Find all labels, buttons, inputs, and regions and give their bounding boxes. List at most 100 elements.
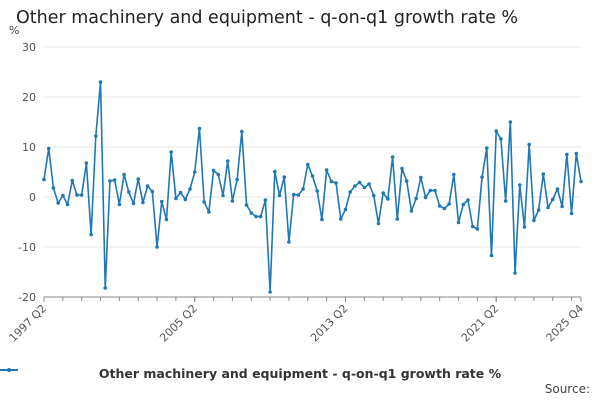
data-point [287, 240, 291, 244]
data-point [503, 199, 508, 203]
data-point [409, 209, 414, 213]
data-point [541, 172, 546, 176]
data-point [390, 155, 395, 159]
x-tick-label: 2025 Q4 [544, 302, 587, 345]
data-point [565, 152, 569, 157]
data-point [560, 204, 564, 209]
data-point [145, 184, 150, 188]
data-point [159, 199, 164, 204]
data-point [235, 177, 239, 182]
x-tick-label: 2005 Q2 [157, 302, 200, 345]
data-point [202, 200, 206, 204]
legend[interactable]: Other machinery and equipment - q-on-q1 … [0, 366, 600, 381]
y-tick-label: 30 [22, 41, 36, 54]
data-point [70, 178, 75, 183]
data-point [112, 178, 117, 182]
data-point [108, 179, 112, 183]
data-point [452, 172, 456, 177]
data-point [470, 224, 475, 229]
data-point [428, 188, 433, 193]
x-tick-labels: 1997 Q2 2005 Q2 2013 Q2 2021 Q2 2025 Q4 [7, 302, 587, 345]
data-point [508, 120, 513, 124]
data-point [579, 179, 583, 184]
data-point [207, 210, 211, 214]
series-line [43, 81, 582, 293]
data-point [94, 134, 98, 138]
data-point [574, 151, 579, 156]
data-point [46, 146, 51, 151]
data-point [174, 196, 178, 201]
data-point [225, 159, 230, 163]
data-point [296, 193, 301, 197]
data-point [249, 211, 254, 215]
data-point [164, 217, 169, 222]
data-point [329, 179, 334, 184]
x-tick-label: 2021 Q2 [459, 302, 502, 345]
legend-label: Other machinery and equipment - q-on-q1 … [98, 366, 502, 381]
data-point [371, 193, 376, 198]
data-point [513, 271, 517, 275]
x-tick-label: 2013 Q2 [308, 302, 351, 345]
data-point [197, 126, 202, 131]
data-point [42, 177, 46, 182]
data-point [131, 201, 136, 206]
data-point [400, 166, 404, 171]
data-point [282, 175, 287, 179]
data-point [75, 193, 79, 197]
data-point [494, 129, 499, 133]
data-point [357, 180, 362, 185]
source-label: Source: [544, 382, 590, 396]
data-point [433, 188, 437, 193]
data-point [395, 217, 400, 221]
data-point [348, 190, 352, 194]
data-point [126, 190, 131, 194]
data-point [527, 142, 531, 147]
data-point [192, 170, 197, 174]
data-point [221, 193, 225, 198]
data-point [569, 211, 574, 216]
data-point [211, 168, 216, 173]
data-point [258, 214, 263, 219]
data-point [150, 189, 155, 194]
data-point [334, 181, 338, 185]
data-point [447, 202, 451, 206]
data-point [480, 175, 484, 179]
data-point [117, 202, 122, 207]
data-point [376, 221, 381, 226]
y-tick-label: 0 [29, 191, 36, 204]
data-point [343, 207, 348, 212]
data-point [183, 197, 188, 202]
data-point [522, 225, 527, 229]
data-point [489, 253, 494, 258]
legend-swatch-icon [0, 368, 18, 372]
grid-layer [43, 46, 582, 302]
data-point [84, 161, 89, 165]
data-point [466, 198, 470, 202]
data-point [254, 214, 258, 219]
data-point [353, 184, 357, 188]
data-point [122, 172, 126, 177]
data-point [546, 205, 550, 210]
data-point [386, 197, 390, 201]
data-point [419, 175, 423, 180]
data-point [301, 187, 305, 191]
data-point [136, 177, 141, 181]
data-point [277, 193, 282, 198]
data-point [338, 217, 343, 221]
data-point [216, 172, 221, 177]
data-point [103, 286, 108, 290]
data-point [404, 179, 409, 183]
data-point [178, 190, 183, 195]
data-point [56, 201, 60, 205]
data-point [484, 146, 489, 150]
data-point [324, 168, 329, 172]
data-point [61, 193, 65, 198]
data-point [362, 185, 367, 190]
data-point [555, 187, 560, 191]
data-point [188, 187, 192, 191]
x-tick-label: 1997 Q2 [7, 302, 50, 345]
data-point [240, 129, 244, 134]
data-point [273, 169, 277, 174]
